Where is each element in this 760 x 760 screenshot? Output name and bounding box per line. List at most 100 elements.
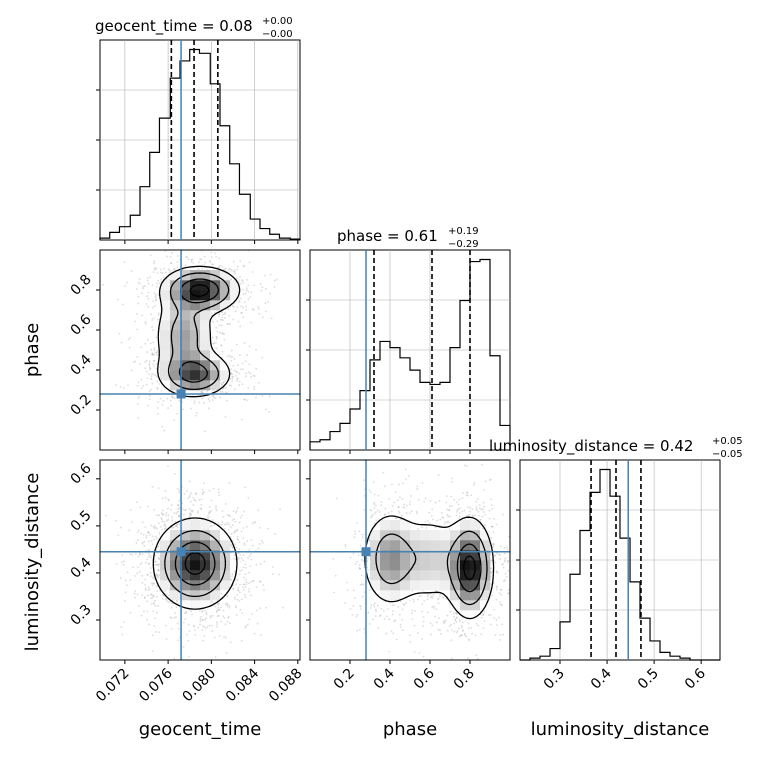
sample-point — [203, 635, 206, 637]
sample-point — [378, 615, 381, 618]
sample-point — [201, 618, 204, 621]
sample-point — [421, 610, 424, 613]
sample-point — [150, 313, 153, 316]
sample-point — [229, 543, 232, 546]
density-cell — [160, 360, 171, 371]
sample-point — [259, 580, 262, 583]
sample-point — [162, 595, 165, 597]
sample-point — [472, 667, 474, 669]
sample-point — [461, 497, 464, 500]
sample-point — [119, 576, 122, 579]
sample-point — [152, 359, 155, 362]
sample-point — [405, 512, 408, 514]
sample-point — [235, 375, 237, 377]
sample-point — [490, 583, 493, 585]
sample-point — [144, 583, 146, 586]
density-cell — [210, 280, 221, 291]
sample-point — [151, 382, 154, 385]
sample-point — [439, 518, 442, 521]
sample-point — [475, 500, 478, 503]
sample-point — [426, 611, 429, 614]
sample-point — [156, 386, 159, 389]
sample-point — [235, 511, 237, 514]
sample-point — [375, 519, 378, 522]
sample-point — [152, 602, 155, 605]
sample-point — [228, 354, 231, 357]
sample-point — [235, 546, 238, 549]
sample-point — [218, 635, 221, 637]
sample-point — [148, 532, 150, 535]
sample-point — [164, 624, 167, 627]
sample-point — [478, 504, 481, 506]
sample-point — [161, 598, 164, 600]
sample-point — [158, 556, 160, 559]
sample-point — [140, 314, 143, 317]
sample-point — [149, 254, 152, 257]
sample-point — [199, 620, 202, 623]
sample-point — [224, 311, 227, 314]
sample-point — [182, 646, 185, 648]
sample-point — [148, 623, 150, 626]
sample-point — [227, 616, 229, 619]
sample-point — [490, 623, 492, 626]
sample-point — [459, 507, 462, 510]
density-cell — [200, 270, 211, 281]
sample-point — [248, 590, 251, 593]
sample-point — [228, 606, 231, 609]
sample-point — [362, 560, 365, 562]
sample-point — [220, 382, 223, 385]
sample-point — [259, 634, 262, 637]
sample-point — [147, 594, 150, 597]
sample-point — [482, 508, 484, 511]
sample-point — [124, 591, 127, 594]
density-cell — [200, 360, 211, 371]
sample-point — [151, 535, 154, 538]
sample-point — [211, 263, 214, 266]
sample-point — [146, 277, 149, 280]
sample-point — [220, 344, 223, 346]
sample-point — [235, 583, 238, 586]
sample-point — [450, 481, 453, 483]
sample-point — [150, 388, 153, 391]
sample-point — [137, 555, 140, 558]
sample-point — [269, 292, 272, 295]
sample-point — [244, 596, 247, 599]
sample-point — [457, 627, 460, 630]
sample-point — [244, 360, 247, 363]
sample-point — [135, 288, 138, 290]
sample-point — [414, 610, 416, 613]
sample-point — [134, 590, 137, 593]
sample-point — [137, 416, 140, 419]
sample-point — [194, 414, 197, 417]
sample-point — [361, 533, 364, 536]
sample-point — [234, 543, 237, 546]
sample-point — [402, 506, 405, 508]
sample-point — [175, 606, 178, 609]
sample-point — [444, 619, 447, 622]
sample-point — [383, 609, 385, 612]
sample-point — [152, 595, 155, 598]
sample-point — [241, 311, 243, 314]
sample-point — [199, 618, 202, 620]
density-cell — [160, 300, 171, 311]
sample-point — [155, 293, 158, 296]
sample-point — [121, 633, 124, 636]
sample-point — [141, 574, 144, 577]
sample-point — [468, 639, 471, 642]
sample-point — [465, 491, 468, 494]
sample-point — [385, 615, 388, 618]
sample-point — [351, 613, 354, 616]
sample-point — [173, 512, 176, 514]
sample-point — [225, 602, 228, 605]
sample-point — [437, 598, 440, 601]
sample-point — [244, 398, 247, 401]
sample-point — [239, 516, 242, 519]
density-cell — [190, 340, 201, 351]
sample-point — [385, 632, 388, 635]
sample-point — [432, 593, 435, 596]
sample-point — [498, 554, 501, 557]
sample-point — [160, 512, 163, 514]
sample-point — [152, 373, 155, 376]
sample-point — [214, 656, 217, 658]
sample-point — [134, 360, 137, 363]
